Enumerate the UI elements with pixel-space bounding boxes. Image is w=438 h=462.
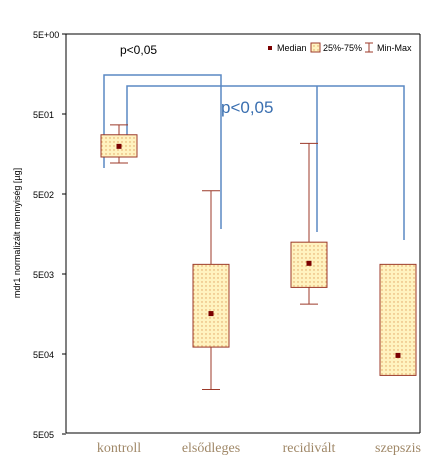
p-value-label: p<0,05 bbox=[120, 43, 157, 57]
y-tick-label: 5E03 bbox=[33, 270, 54, 280]
y-tick-label: 5E05 bbox=[33, 430, 54, 440]
category-labels: kontroll elsődleges recidivált szepszis bbox=[97, 441, 421, 456]
significance-brackets bbox=[103, 74, 405, 240]
legend-box-label: 25%-75% bbox=[323, 43, 362, 53]
median-marker bbox=[116, 143, 122, 149]
y-tick-label: 5E04 bbox=[33, 350, 54, 360]
y-ticks: 5E+00 5E01 5E02 5E03 5E04 5E05 bbox=[33, 30, 66, 440]
category-label: elsődleges bbox=[182, 441, 240, 456]
legend-median-marker bbox=[268, 46, 272, 50]
median-marker bbox=[208, 311, 214, 317]
bracket-kontroll-elsodleges bbox=[103, 74, 222, 229]
legend-whisker-label: Min-Max bbox=[377, 43, 412, 53]
bracket-kontroll-recidivalt-szepszis bbox=[126, 85, 405, 240]
box-plots bbox=[100, 124, 417, 390]
y-tick-label: 5E02 bbox=[33, 190, 54, 200]
category-label: recidivált bbox=[283, 441, 336, 456]
legend-median-label: Median bbox=[277, 43, 307, 53]
y-axis-label: mdr1 normalizált mennyiség [µg] bbox=[12, 168, 22, 298]
box-plot-0 bbox=[100, 124, 138, 164]
median-marker bbox=[306, 260, 312, 266]
box-plot-2 bbox=[290, 142, 328, 305]
y-tick-label: 5E01 bbox=[33, 110, 54, 120]
legend: Median 25%-75% Min-Max bbox=[268, 42, 412, 53]
median-marker bbox=[395, 352, 401, 358]
iqr-box bbox=[192, 263, 230, 348]
y-tick-label: 5E+00 bbox=[33, 30, 59, 40]
box-plot-1 bbox=[192, 190, 230, 390]
category-label: kontroll bbox=[97, 441, 141, 456]
annotation-labels: p<0,05 p<0,05 bbox=[120, 43, 273, 117]
legend-box-marker bbox=[310, 42, 321, 53]
iqr-box bbox=[379, 263, 417, 376]
legend-whisker-marker bbox=[365, 42, 373, 53]
p-value-label: p<0,05 bbox=[221, 98, 273, 117]
box-plot-3 bbox=[379, 263, 417, 376]
category-label: szepszis bbox=[375, 441, 421, 456]
plot-area bbox=[65, 33, 421, 434]
